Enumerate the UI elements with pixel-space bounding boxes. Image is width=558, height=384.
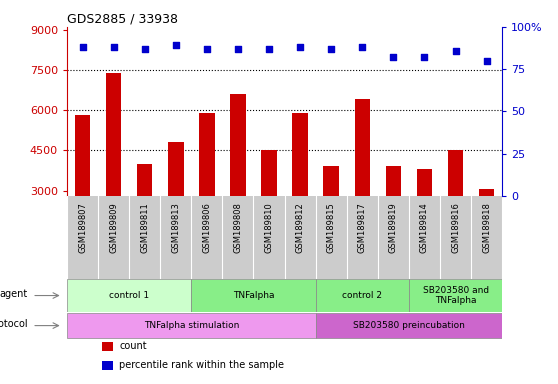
- Bar: [386, 166, 401, 196]
- Bar: [199, 113, 215, 196]
- Bar: [106, 73, 122, 196]
- Text: TNFalpha stimulation: TNFalpha stimulation: [143, 321, 239, 330]
- Bar: [102, 342, 113, 351]
- Bar: [137, 164, 152, 196]
- Text: percentile rank within the sample: percentile rank within the sample: [119, 360, 284, 370]
- Point: [296, 44, 305, 50]
- Bar: [102, 361, 113, 369]
- Bar: [448, 151, 463, 196]
- Point: [358, 44, 367, 50]
- Text: GSM189815: GSM189815: [327, 203, 336, 253]
- Text: SB203580 preincubation: SB203580 preincubation: [353, 321, 465, 330]
- Bar: [316, 313, 502, 338]
- Point: [78, 44, 87, 50]
- Text: GSM189817: GSM189817: [358, 203, 367, 253]
- Point: [203, 46, 211, 52]
- Bar: [75, 116, 90, 196]
- Text: control 1: control 1: [109, 291, 149, 300]
- Bar: [417, 169, 432, 196]
- Bar: [316, 279, 409, 312]
- Point: [420, 54, 429, 60]
- Text: GSM189809: GSM189809: [109, 203, 118, 253]
- Point: [140, 46, 149, 52]
- Text: count: count: [119, 341, 147, 351]
- Text: control 2: control 2: [342, 291, 382, 300]
- Bar: [67, 279, 191, 312]
- Text: GSM189813: GSM189813: [171, 203, 180, 253]
- Point: [389, 54, 398, 60]
- Text: GSM189810: GSM189810: [264, 203, 273, 253]
- Text: GSM189808: GSM189808: [233, 203, 242, 253]
- Text: GSM189819: GSM189819: [389, 203, 398, 253]
- Text: TNFalpha: TNFalpha: [233, 291, 274, 300]
- Point: [451, 48, 460, 54]
- Bar: [168, 142, 184, 196]
- Text: GSM189816: GSM189816: [451, 203, 460, 253]
- Bar: [292, 113, 308, 196]
- Bar: [230, 94, 246, 196]
- Text: GSM189806: GSM189806: [203, 203, 211, 253]
- Point: [233, 46, 242, 52]
- Bar: [191, 279, 316, 312]
- Bar: [67, 313, 316, 338]
- Point: [171, 42, 180, 48]
- Text: GSM189807: GSM189807: [78, 203, 87, 253]
- Text: GSM189811: GSM189811: [140, 203, 149, 253]
- Text: GSM189818: GSM189818: [482, 203, 491, 253]
- Text: agent: agent: [0, 289, 28, 299]
- Text: GSM189814: GSM189814: [420, 203, 429, 253]
- Point: [264, 46, 273, 52]
- Bar: [409, 279, 502, 312]
- Bar: [261, 151, 277, 196]
- Bar: [354, 99, 370, 196]
- Point: [327, 46, 336, 52]
- Text: GSM189812: GSM189812: [296, 203, 305, 253]
- Bar: [324, 166, 339, 196]
- Text: SB203580 and
TNFalpha: SB203580 and TNFalpha: [422, 286, 489, 305]
- Text: protocol: protocol: [0, 319, 28, 329]
- Point: [109, 44, 118, 50]
- Text: GDS2885 / 33938: GDS2885 / 33938: [67, 13, 178, 26]
- Bar: [479, 189, 494, 196]
- Point: [482, 58, 491, 64]
